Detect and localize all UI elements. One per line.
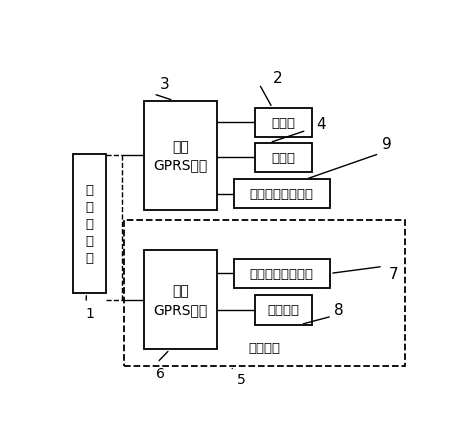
Bar bbox=[144, 101, 217, 211]
Text: 充电接口: 充电接口 bbox=[268, 304, 300, 316]
Text: 3: 3 bbox=[159, 77, 169, 92]
Text: 5: 5 bbox=[236, 372, 245, 387]
Text: 第一信息读入装置: 第一信息读入装置 bbox=[250, 267, 314, 280]
Text: 第二
GPRS终端: 第二 GPRS终端 bbox=[154, 284, 208, 316]
Text: 充电枪: 充电枪 bbox=[272, 151, 296, 164]
Text: 9: 9 bbox=[382, 137, 392, 152]
Text: 充电桩: 充电桩 bbox=[272, 117, 296, 129]
Bar bbox=[256, 295, 312, 325]
Text: 第二信息读入装置: 第二信息读入装置 bbox=[250, 188, 314, 201]
Text: 8: 8 bbox=[335, 302, 344, 317]
Text: 租赁装置: 租赁装置 bbox=[249, 341, 281, 354]
Bar bbox=[256, 143, 312, 172]
Bar bbox=[73, 154, 106, 293]
Bar bbox=[234, 259, 330, 289]
Bar bbox=[124, 221, 405, 366]
Text: 租
赁
服
务
器: 租 赁 服 务 器 bbox=[86, 183, 94, 264]
Bar bbox=[144, 250, 217, 350]
Text: 6: 6 bbox=[157, 366, 165, 380]
Text: 第一
GPRS终端: 第一 GPRS终端 bbox=[154, 140, 208, 172]
Text: 7: 7 bbox=[389, 266, 399, 281]
Bar bbox=[256, 108, 312, 138]
Text: 4: 4 bbox=[316, 117, 326, 132]
Bar bbox=[234, 180, 330, 209]
Text: 2: 2 bbox=[273, 71, 282, 86]
Text: 1: 1 bbox=[85, 306, 94, 320]
